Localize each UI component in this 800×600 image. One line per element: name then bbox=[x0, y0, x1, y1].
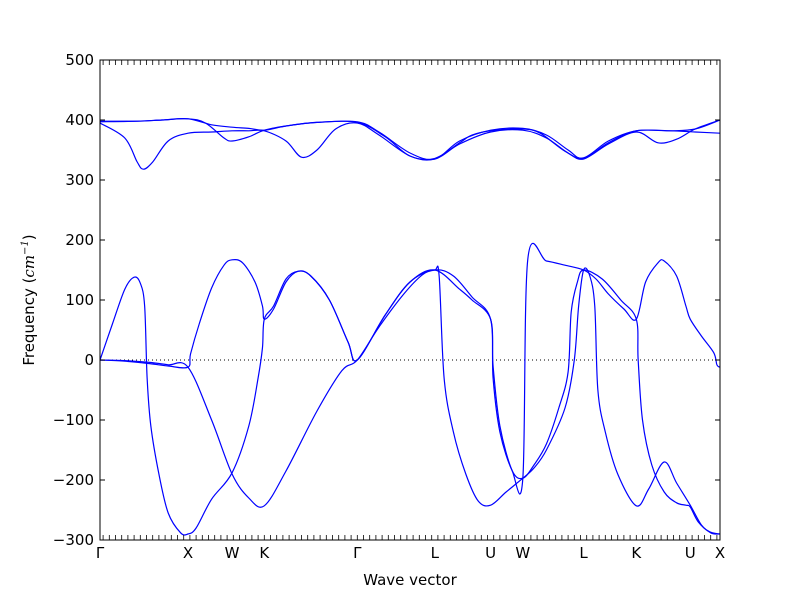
x-axis-label: Wave vector bbox=[363, 571, 457, 589]
x-tick-label: U bbox=[685, 544, 696, 562]
y-tick-label: 100 bbox=[65, 291, 94, 309]
x-tick-label: X bbox=[715, 544, 725, 562]
x-tick-label: L bbox=[579, 544, 588, 562]
x-tick-label: W bbox=[515, 544, 530, 562]
y-axis-label-suffix: ) bbox=[20, 234, 38, 240]
x-tick-label: K bbox=[631, 544, 642, 562]
phonon-branch-1 bbox=[100, 265, 720, 535]
x-tick-label: Γ bbox=[96, 544, 105, 562]
x-tick-label: W bbox=[225, 544, 240, 562]
y-tick-label: 500 bbox=[65, 51, 94, 69]
y-axis-label-unit: cm bbox=[20, 255, 38, 278]
y-tick-label: 200 bbox=[65, 231, 94, 249]
y-tick-label: −300 bbox=[53, 531, 94, 549]
plot-frame bbox=[99, 59, 721, 541]
y-tick-label: 0 bbox=[84, 351, 94, 369]
y-axis-label-prefix: Frequency ( bbox=[20, 278, 38, 366]
x-tick-label: L bbox=[431, 544, 440, 562]
x-tick-label: Γ bbox=[353, 544, 362, 562]
phonon-branch-6 bbox=[100, 117, 720, 161]
x-tick-label: X bbox=[183, 544, 193, 562]
y-tick-label: 400 bbox=[65, 111, 94, 129]
y-axis-label: Frequency (cm−1) bbox=[20, 234, 38, 365]
phonon-branch-2 bbox=[100, 269, 720, 536]
y-tick-label: 300 bbox=[65, 171, 94, 189]
y-axis-label-exponent: −1 bbox=[20, 240, 31, 255]
x-tick-label: K bbox=[259, 544, 270, 562]
y-tick-label: −100 bbox=[53, 411, 94, 429]
y-tick-label: −200 bbox=[53, 471, 94, 489]
x-tick-label: U bbox=[485, 544, 496, 562]
phonon-branch-3 bbox=[100, 242, 720, 495]
